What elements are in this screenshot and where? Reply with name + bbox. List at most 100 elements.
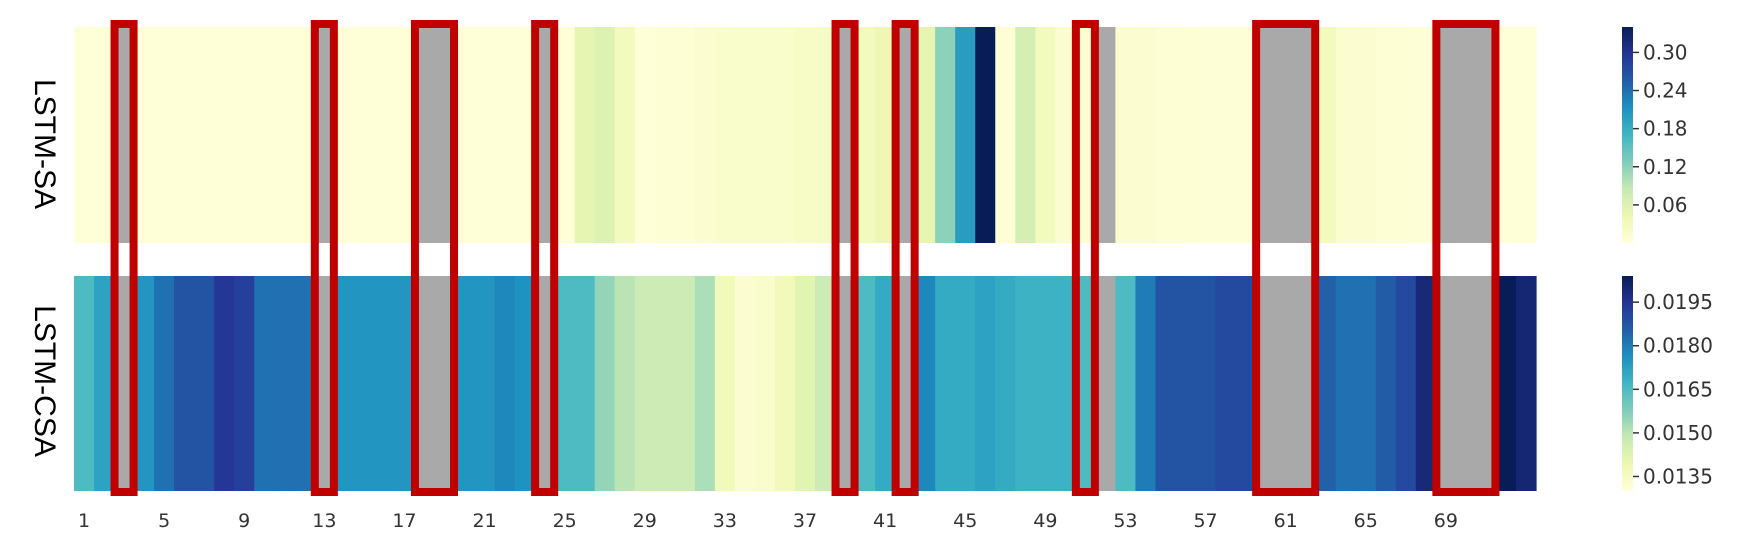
heat-cell-r1-c45 — [955, 276, 976, 491]
heat-cell-r0-c43 — [915, 27, 936, 243]
heat-cell-r0-c45 — [955, 27, 976, 243]
heat-cell-r1-c55 — [1155, 276, 1177, 491]
x-tick-label: 13 — [312, 510, 336, 532]
colorbar-tick-label: 0.0150 — [1643, 421, 1713, 445]
heat-cell-r0-c57 — [1195, 27, 1217, 243]
heat-cell-r1-c54 — [1135, 276, 1157, 491]
heat-cell-r1-c30 — [654, 276, 676, 491]
colorbar-tick-label: 0.0165 — [1643, 377, 1713, 401]
heat-cell-r1-c22 — [494, 276, 516, 491]
heat-cell-r0-c65 — [1355, 27, 1377, 243]
heat-cell-r1-c64 — [1335, 276, 1357, 491]
x-tick-label: 17 — [392, 510, 416, 532]
heat-cell-r1-c21 — [474, 276, 496, 491]
heat-cell-r1-c27 — [594, 276, 616, 491]
heat-cell-r1-c12 — [294, 276, 315, 491]
heat-cell-r1-c63 — [1315, 276, 1337, 491]
heat-cell-r1-c11 — [274, 276, 295, 491]
heat-cell-r0-c14 — [334, 27, 355, 243]
x-tick-label: 9 — [238, 510, 250, 532]
highlight-box-7 — [1071, 20, 1099, 496]
heat-cell-r0-c41 — [875, 27, 896, 243]
heat-cell-r0-c51 — [1075, 27, 1096, 243]
x-tick-label: 57 — [1193, 510, 1217, 532]
highlight-box-1 — [110, 20, 138, 496]
heat-cell-r1-c52 — [1095, 276, 1117, 491]
heat-cell-r0-c67 — [1395, 27, 1417, 243]
heat-cell-r1-c29 — [634, 276, 656, 491]
heat-cell-r0-c72 — [1495, 27, 1517, 243]
heat-cell-r1-c66 — [1375, 276, 1397, 491]
heat-cell-r1-c13 — [314, 276, 335, 491]
x-tick-label: 53 — [1113, 510, 1137, 532]
heat-cell-r1-c7 — [194, 276, 215, 491]
heat-cell-r0-c64 — [1335, 27, 1357, 243]
heat-cell-r1-c50 — [1055, 276, 1076, 491]
heat-cell-r0-c38 — [815, 27, 836, 243]
heat-cell-r1-c68 — [1415, 276, 1437, 491]
heat-cell-r0-c33 — [714, 27, 736, 243]
highlight-box-2 — [310, 20, 338, 496]
heat-cell-r0-c13 — [314, 27, 335, 243]
heat-cell-r1-c10 — [254, 276, 275, 491]
heat-cell-r0-c29 — [634, 27, 656, 243]
heat-cell-r1-c40 — [855, 276, 876, 491]
heat-cell-r1-c38 — [815, 276, 836, 491]
heat-cell-r0-c40 — [855, 27, 876, 243]
x-axis-ticks: 1 5 9 13 17 21 25 29 33 37 41 45 49 53 57 61 65 69 — [78, 510, 1458, 532]
heat-cell-r1-c36 — [774, 276, 796, 491]
heat-cell-r1-c31 — [674, 276, 696, 491]
heat-cell-r0-c56 — [1175, 27, 1197, 243]
colorbar-tick-label: 0.18 — [1643, 117, 1688, 141]
heat-cell-r1-c67 — [1395, 276, 1417, 491]
heat-cell-r0-c27 — [594, 27, 616, 243]
heat-cell-r0-c32 — [694, 27, 716, 243]
heat-cell-r1-c48 — [1015, 276, 1036, 491]
heat-cell-r0-c59 — [1235, 27, 1257, 243]
heat-cell-r0-c31 — [674, 27, 696, 243]
heat-cell-r0-c6 — [174, 27, 195, 243]
heat-cell-r0-c9 — [234, 27, 255, 243]
highlight-box-8 — [1252, 20, 1320, 496]
colorbar-tick-label: 0.30 — [1643, 40, 1688, 64]
heat-cell-r1-c20 — [454, 276, 476, 491]
heat-cell-r1-c2 — [94, 276, 115, 491]
highlight-boxes — [110, 20, 1500, 496]
x-tick-label: 41 — [873, 510, 897, 532]
heat-cell-r0-c4 — [134, 27, 155, 243]
heat-cell-r1-c42 — [895, 276, 916, 491]
heat-cell-r0-c68 — [1415, 27, 1437, 243]
heat-cell-r0-c46 — [975, 27, 996, 243]
heat-cell-r0-c8 — [214, 27, 235, 243]
colorbar-gradient — [1622, 276, 1633, 491]
heat-cell-r1-c6 — [174, 276, 195, 491]
heat-cell-r0-c21 — [474, 27, 496, 243]
heat-cell-r0-c18 — [414, 27, 436, 243]
heat-cell-r1-c73 — [1515, 276, 1537, 491]
heatmap-cells — [74, 27, 1537, 491]
heat-cell-r1-c71 — [1475, 276, 1497, 491]
heat-cell-r0-c24 — [534, 27, 556, 243]
heat-cell-r1-c9 — [234, 276, 255, 491]
heat-cell-r1-c70 — [1455, 276, 1477, 491]
highlight-box-3 — [410, 20, 459, 496]
heat-cell-r0-c70 — [1455, 27, 1477, 243]
colorbar-lstm-sa: 0.06 0.12 0.18 0.24 0.30 — [1622, 27, 1688, 243]
colorbar-tick-label: 0.24 — [1643, 79, 1688, 103]
colorbar-tick-label: 0.0135 — [1643, 464, 1713, 488]
heat-cell-r1-c8 — [214, 276, 235, 491]
heat-cell-r0-c34 — [734, 27, 756, 243]
heat-cell-r0-c53 — [1115, 27, 1137, 243]
heat-cell-r0-c49 — [1035, 27, 1056, 243]
heat-cell-r0-c25 — [554, 27, 576, 243]
heat-cell-r1-c53 — [1115, 276, 1137, 491]
heat-cell-r0-c42 — [895, 27, 916, 243]
x-tick-label: 21 — [472, 510, 496, 532]
heat-cell-r0-c37 — [794, 27, 816, 243]
heat-cell-r1-c39 — [835, 276, 856, 491]
heat-cell-r1-c61 — [1275, 276, 1297, 491]
heat-cell-r0-c58 — [1215, 27, 1237, 243]
heat-cell-r0-c69 — [1435, 27, 1457, 243]
heat-cell-r0-c2 — [94, 27, 115, 243]
